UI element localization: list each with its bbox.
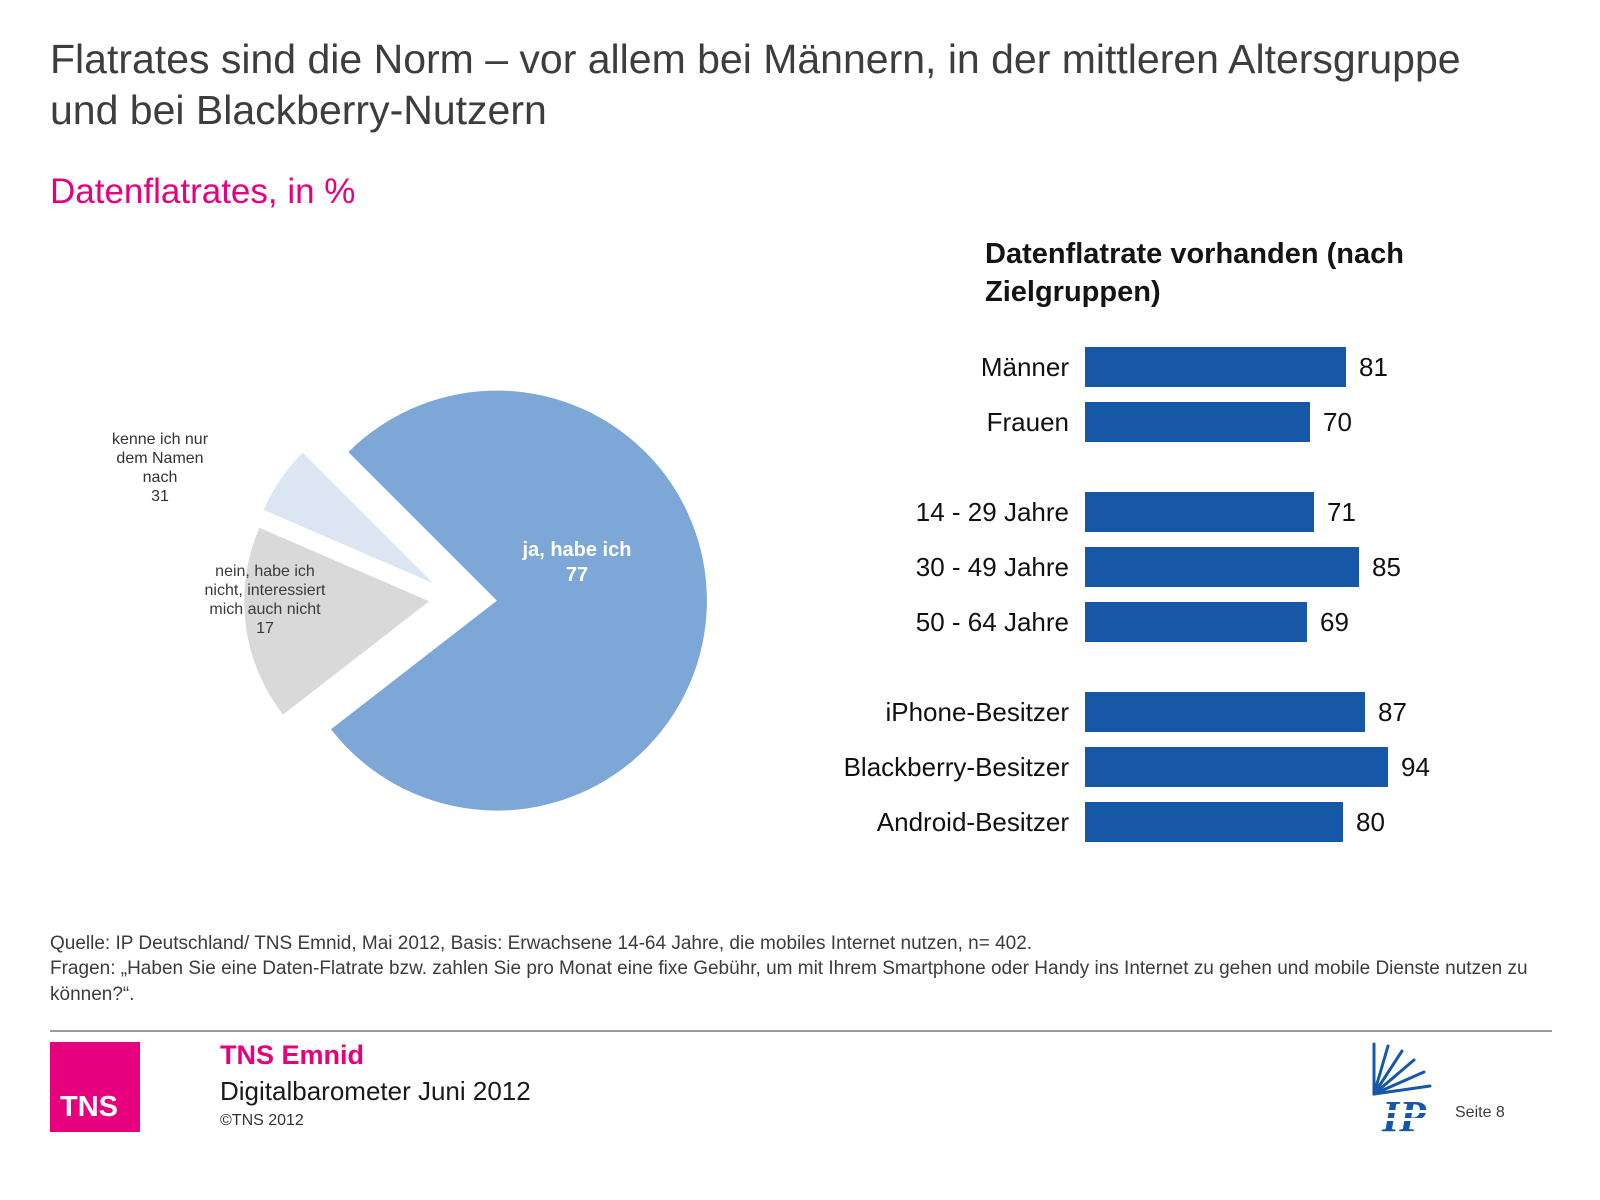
copyright: ©TNS 2012 (220, 1112, 304, 1129)
bar-value: 70 (1323, 406, 1352, 437)
bar-group: Männer 81 Frauen 70 (840, 347, 1570, 442)
bar (1085, 547, 1359, 587)
bar-row: Android-Besitzer 80 (840, 802, 1570, 842)
pie-slice-value: 17 (256, 620, 274, 637)
pie-label-ja: ja, habe ich 77 (492, 538, 662, 588)
pie-slice-value: 77 (565, 564, 589, 586)
bar-row: 30 - 49 Jahre 85 (840, 547, 1570, 587)
bar-category-label: Frauen (986, 406, 1069, 437)
bar-group: iPhone-Besitzer 87 Blackberry-Besitzer 94 An… (840, 692, 1570, 842)
bar (1085, 402, 1310, 442)
pie-slice-2 (263, 452, 434, 584)
bar-value: 87 (1378, 696, 1407, 727)
brand-name: TNS Emnid (220, 1040, 365, 1070)
bar-category-label: Männer (980, 351, 1069, 382)
bar (1085, 692, 1365, 732)
bar-row: Frauen 70 (840, 402, 1570, 442)
bar-category-label: 30 - 49 Jahre (915, 551, 1069, 582)
report-name: Digitalbarometer Juni 2012 (220, 1076, 531, 1106)
tns-logo-text: TNS (60, 1091, 118, 1123)
bar-row: 50 - 64 Jahre 69 (840, 602, 1570, 642)
page-number: Seite 8 (1455, 1104, 1505, 1121)
pie-slice-1 (244, 527, 430, 715)
bar-row: 14 - 29 Jahre 71 (840, 492, 1570, 532)
bar-row: Männer 81 (840, 347, 1570, 387)
bar-value: 71 (1327, 496, 1356, 527)
bar-row: iPhone-Besitzer 87 (840, 692, 1570, 732)
source-line: Quelle: IP Deutschland/ TNS Emnid, Mai 2… (50, 933, 1033, 954)
pie-svg (244, 390, 707, 811)
bar-value: 85 (1372, 551, 1401, 582)
bar-category-label: Android-Besitzer (876, 806, 1069, 837)
bar-category-label: Blackberry-Besitzer (843, 751, 1069, 782)
pie-slice-label: kenne ich nur dem Namen nach (111, 431, 209, 486)
bar-chart-title: Datenflatrate vorhanden (nach Zielgruppe… (985, 238, 1404, 308)
bar-category-label: iPhone-Besitzer (885, 696, 1069, 727)
bar (1085, 747, 1388, 787)
ip-logo-text: IP (1381, 1092, 1427, 1136)
bar-category-label: 50 - 64 Jahre (915, 606, 1069, 637)
tns-logo: TNS (50, 1042, 140, 1132)
pie-label-nein: nein, habe ich nicht, interessiert mich … (203, 562, 327, 638)
bar (1085, 802, 1343, 842)
bar-chart: Männer 81 Frauen 70 14 - 29 Jahre 71 30 - 49 J… (840, 347, 1570, 892)
bar-category-label: 14 - 29 Jahre (915, 496, 1069, 527)
pie-label-kenne: kenne ich nur dem Namen nach 31 (105, 430, 215, 506)
ip-logo-icon: IP (1352, 1036, 1452, 1141)
source-note: Quelle: IP Deutschland/ TNS Emnid, Mai 2… (50, 931, 1545, 1007)
bar-value: 94 (1401, 751, 1430, 782)
bar-value: 80 (1356, 806, 1385, 837)
footer-divider (50, 1030, 1552, 1032)
question-line: Fragen: „Haben Sie eine Daten-Flatrate b… (50, 958, 1528, 1005)
bar (1085, 492, 1314, 532)
bar-value: 81 (1359, 351, 1388, 382)
page-title: Flatrates sind die Norm – vor allem bei … (50, 36, 1461, 134)
pie-slice-value: 31 (151, 488, 169, 505)
bar-group: 14 - 29 Jahre 71 30 - 49 Jahre 85 50 - 64 Ja… (840, 492, 1570, 642)
bar-value: 69 (1320, 606, 1349, 637)
bar (1085, 602, 1307, 642)
bar-groups: Männer 81 Frauen 70 14 - 29 Jahre 71 30 - 49 J… (840, 347, 1570, 842)
page-subtitle: Datenflatrates, in % (50, 172, 356, 211)
bar-row: Blackberry-Besitzer 94 (840, 747, 1570, 787)
pie-slice-label: nein, habe ich nicht, interessiert mich … (204, 563, 326, 618)
pie-slice-0 (331, 390, 707, 811)
pie-chart: kenne ich nur dem Namen nach 31 nein, ha… (60, 370, 740, 830)
pie-slice-label: ja, habe ich (522, 539, 632, 561)
bar (1085, 347, 1346, 387)
